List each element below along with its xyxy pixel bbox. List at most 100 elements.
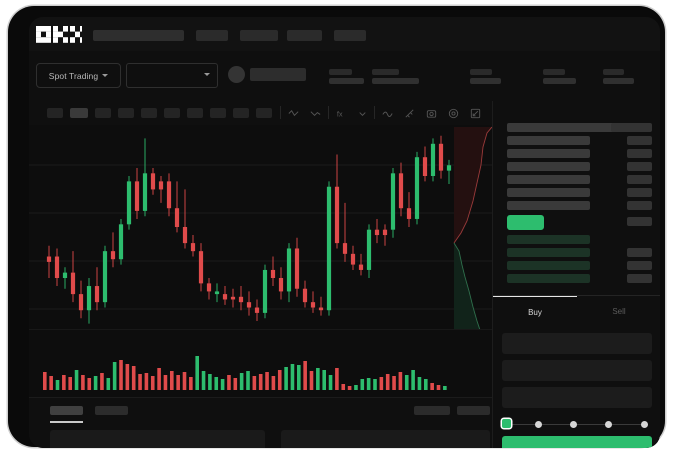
orderbook-ask-amount — [627, 201, 652, 210]
camera-icon[interactable] — [425, 107, 438, 120]
candlestick-icon[interactable] — [287, 107, 300, 120]
fullscreen-icon[interactable] — [469, 107, 482, 120]
tab-sell-label: Sell — [612, 306, 626, 316]
orderbook-bid-amount — [627, 248, 652, 257]
orderbook-bid-row[interactable] — [507, 235, 590, 244]
orders-row-1[interactable] — [50, 430, 265, 448]
stat-last-price — [329, 69, 364, 84]
nav-item-3[interactable] — [287, 30, 322, 41]
orders-tab-history[interactable] — [95, 406, 128, 415]
candlestick-svg — [29, 135, 492, 324]
orderbook-ask-amount — [627, 162, 652, 171]
orderbook-ask-row[interactable] — [507, 149, 590, 158]
step-dot-2[interactable] — [535, 420, 542, 428]
orderbook-ask-amount — [627, 149, 652, 158]
trading-pair-select[interactable] — [126, 63, 218, 88]
step-dot-4[interactable] — [605, 420, 612, 428]
trading-pair-name — [250, 68, 306, 81]
orderbook-ask-amount — [627, 175, 652, 184]
settings-icon[interactable] — [447, 107, 460, 120]
timeframe-9[interactable] — [233, 108, 249, 118]
bid-depth-area — [454, 243, 492, 347]
indicators-icon[interactable]: fx — [335, 107, 348, 120]
wave-icon[interactable] — [381, 107, 394, 120]
ruler-icon[interactable] — [403, 107, 416, 120]
ask-depth-line — [453, 126, 492, 244]
timeframe-7[interactable] — [187, 108, 203, 118]
stat-low-24h — [543, 69, 576, 84]
timeframe-2[interactable] — [70, 108, 88, 118]
ask-depth-area — [454, 127, 492, 243]
step-dot-3[interactable] — [570, 420, 577, 428]
toolbar-divider — [328, 106, 329, 119]
nav-item-1[interactable] — [196, 30, 228, 41]
spot-trading-label: Spot Trading — [48, 70, 99, 81]
orderbook-ask-amount — [611, 123, 652, 132]
total-field[interactable] — [502, 387, 652, 408]
orderbook-bid-row[interactable] — [507, 274, 590, 283]
orderbook-bid-amount — [627, 261, 652, 270]
orders-action-2[interactable] — [457, 406, 490, 415]
market-subheader: Spot Trading — [29, 51, 660, 102]
tab-buy-label: Buy — [528, 307, 542, 317]
stat-high-24h — [470, 69, 501, 84]
nav-item-4[interactable] — [334, 30, 366, 41]
nav-item-2[interactable] — [240, 30, 278, 41]
price-chart[interactable] — [29, 125, 492, 329]
okx-logo[interactable] — [36, 26, 82, 43]
volume-chart[interactable] — [29, 329, 492, 398]
orderbook-bid-amount — [627, 274, 652, 283]
orderbook-ask-row[interactable] — [507, 175, 590, 184]
submit-order-button[interactable] — [502, 436, 652, 448]
volume-series — [43, 356, 447, 390]
timeframe-3[interactable] — [95, 108, 111, 118]
tab-buy[interactable]: Buy — [493, 296, 577, 327]
market-depth-chart — [453, 125, 492, 347]
orders-panel — [29, 397, 492, 448]
svg-text:fx: fx — [337, 109, 343, 118]
amount-field[interactable] — [502, 360, 652, 381]
chevron-down-icon[interactable] — [356, 107, 369, 120]
orderbook-ask-row[interactable] — [507, 136, 590, 145]
step-indicator — [502, 419, 652, 429]
orderbook-bid-row[interactable] — [507, 261, 590, 270]
timeframe-10[interactable] — [256, 108, 272, 118]
timeframe-4[interactable] — [118, 108, 134, 118]
orderbook-trade-panel: Buy Sell — [492, 101, 660, 448]
orderbook-ask-row[interactable] — [507, 201, 590, 210]
timeframe-6[interactable] — [164, 108, 180, 118]
step-dot-5[interactable] — [641, 420, 648, 428]
orderbook-last-price-highlight[interactable] — [507, 215, 544, 230]
spot-trading-dropdown[interactable]: Spot Trading — [36, 63, 121, 88]
orders-tab-open[interactable] — [50, 406, 83, 415]
depth-svg — [453, 126, 492, 347]
line-chart-icon[interactable] — [309, 107, 322, 120]
trade-side-tabs: Buy Sell — [493, 295, 660, 326]
orderbook-ask-row[interactable] — [507, 162, 590, 171]
stat-change-24h — [372, 69, 419, 84]
orderbook-ask-amount — [627, 188, 652, 197]
volume-svg — [43, 356, 447, 390]
orders-row-2[interactable] — [281, 430, 490, 448]
tab-sell[interactable]: Sell — [577, 296, 660, 326]
chevron-down-icon — [204, 73, 210, 76]
timeframe-8[interactable] — [210, 108, 226, 118]
orderbook-bid-row[interactable] — [507, 248, 590, 257]
toolbar-divider — [374, 106, 375, 119]
stat-volume-24h — [603, 69, 634, 84]
price-field[interactable] — [502, 333, 652, 354]
timeframe-1[interactable] — [47, 108, 63, 118]
orderbook-ask-row[interactable] — [507, 123, 627, 132]
chevron-down-icon — [102, 74, 109, 77]
toolbar-divider — [280, 106, 281, 119]
step-dot-1[interactable] — [502, 419, 511, 428]
orders-tab-active-underline — [50, 421, 83, 423]
orderbook-ask-row[interactable] — [507, 188, 590, 197]
orderbook-ask-amount — [627, 136, 652, 145]
step-track — [508, 423, 648, 425]
global-search-input[interactable] — [93, 30, 184, 41]
orderbook-last-amount — [627, 217, 652, 226]
orders-action-1[interactable] — [414, 406, 450, 415]
timeframe-5[interactable] — [141, 108, 157, 118]
